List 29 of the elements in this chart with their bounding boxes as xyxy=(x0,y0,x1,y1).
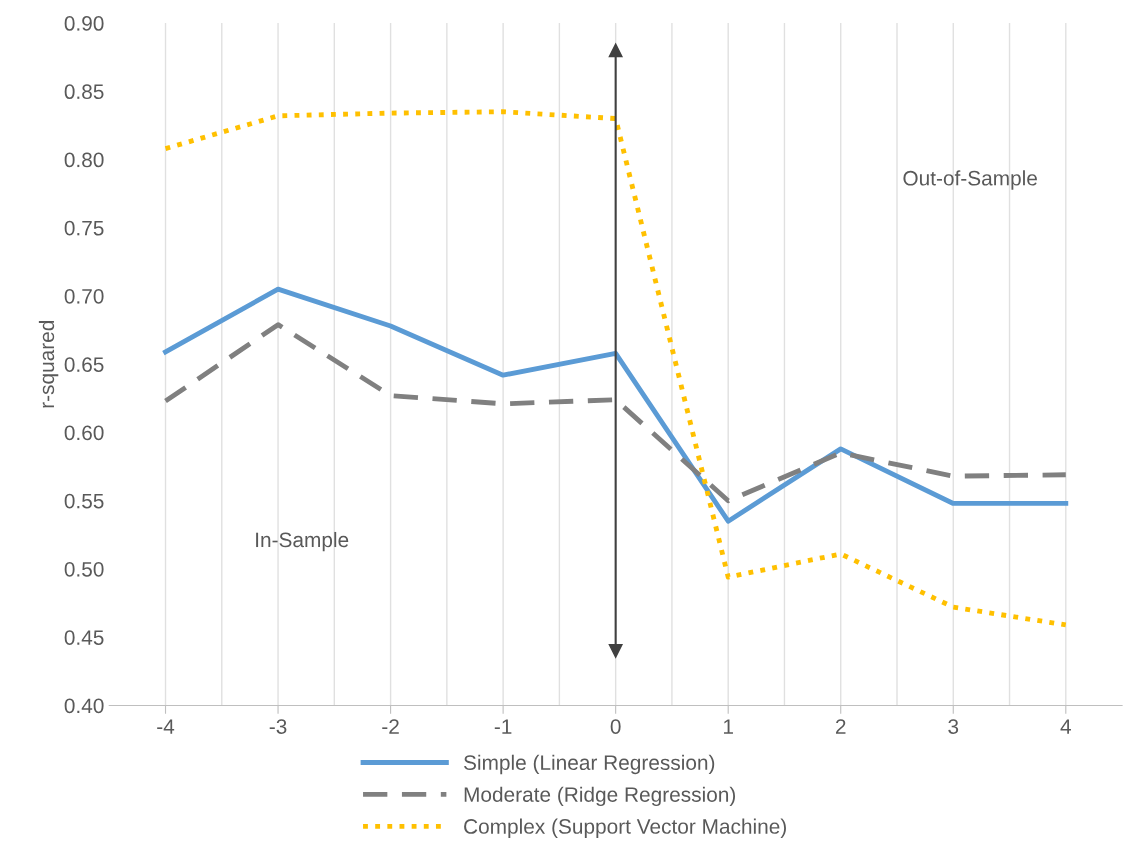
line-series xyxy=(163,322,1069,504)
y-tick-label: 0.80 xyxy=(64,152,104,168)
annotation: In-Sample xyxy=(256,531,349,552)
x-tick-label: -4 xyxy=(157,719,175,734)
y-tick-label: 0.45 xyxy=(64,630,104,645)
y-tick-label: 0.90 xyxy=(64,16,104,31)
annotation: Out-of-Sample xyxy=(903,170,1037,190)
x-tick-label: -2 xyxy=(382,719,399,734)
legend-label: Moderate (Ridge Regression) xyxy=(464,786,736,807)
y-tick-label: 0.70 xyxy=(64,288,104,304)
y-tick-label: 0.60 xyxy=(64,425,104,441)
y-tick-label: 0.40 xyxy=(64,698,104,714)
x-tick-label: -3 xyxy=(269,719,287,734)
y-tick-label: 0.75 xyxy=(64,220,104,236)
y-tick-label: 0.55 xyxy=(64,493,104,509)
y-tick-label: 0.85 xyxy=(64,84,104,100)
line-series xyxy=(163,286,1069,524)
y-tick-label: 0.65 xyxy=(64,357,104,372)
y-tick-label: 0.50 xyxy=(64,561,104,577)
line-series xyxy=(163,109,1069,628)
x-tick-label: 0 xyxy=(610,719,621,734)
y-axis-title: r-squared xyxy=(38,320,59,408)
legend-label: Complex (Support Vector Machine) xyxy=(464,818,786,838)
legend-label: Simple (Linear Regression) xyxy=(463,754,715,775)
x-tick-label: 1 xyxy=(723,719,733,734)
x-tick-label: 3 xyxy=(948,719,959,734)
x-tick-label: 2 xyxy=(835,719,846,734)
x-tick-label: 4 xyxy=(1060,719,1071,734)
x-tick-label: -1 xyxy=(494,719,512,734)
